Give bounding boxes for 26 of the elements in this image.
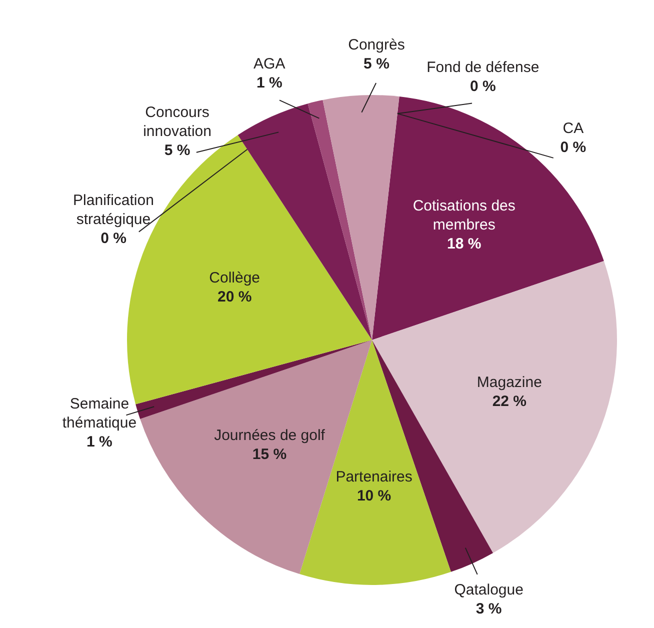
data-label: 10 % bbox=[356, 488, 392, 505]
slice-label: Magazine bbox=[476, 374, 542, 391]
data-label: 1 % bbox=[86, 433, 112, 450]
data-label: 15 % bbox=[252, 446, 287, 464]
slice-label: Semaine thématique bbox=[62, 395, 137, 432]
data-label: 18 % bbox=[447, 236, 482, 253]
slice-label: Concours innovation bbox=[143, 104, 212, 140]
data-label: 5 % bbox=[364, 56, 390, 73]
data-label: 22 % bbox=[492, 392, 527, 410]
data-label: 1 % bbox=[256, 74, 282, 92]
slice-label: Journées de golf bbox=[214, 427, 326, 444]
text: 0 % bbox=[100, 230, 126, 248]
slice-label: Partenaires bbox=[336, 468, 412, 486]
slice-label: Cotisations des membres bbox=[412, 198, 516, 234]
category-label: Fond de défense bbox=[426, 59, 540, 76]
text: 0 % bbox=[470, 78, 496, 96]
slice-label: AGA bbox=[254, 56, 286, 73]
text: 0 % bbox=[560, 138, 586, 156]
data-label: 3 % bbox=[476, 600, 502, 618]
data-label: 5 % bbox=[164, 142, 190, 160]
slice-label: Congrès bbox=[348, 36, 405, 54]
category-label: CA bbox=[562, 120, 584, 137]
slice-label: Collège bbox=[209, 269, 260, 286]
slice-label: Qatalogue bbox=[454, 582, 524, 599]
data-label: 20 % bbox=[217, 288, 252, 306]
category-label: Planification stratégique bbox=[73, 192, 154, 228]
